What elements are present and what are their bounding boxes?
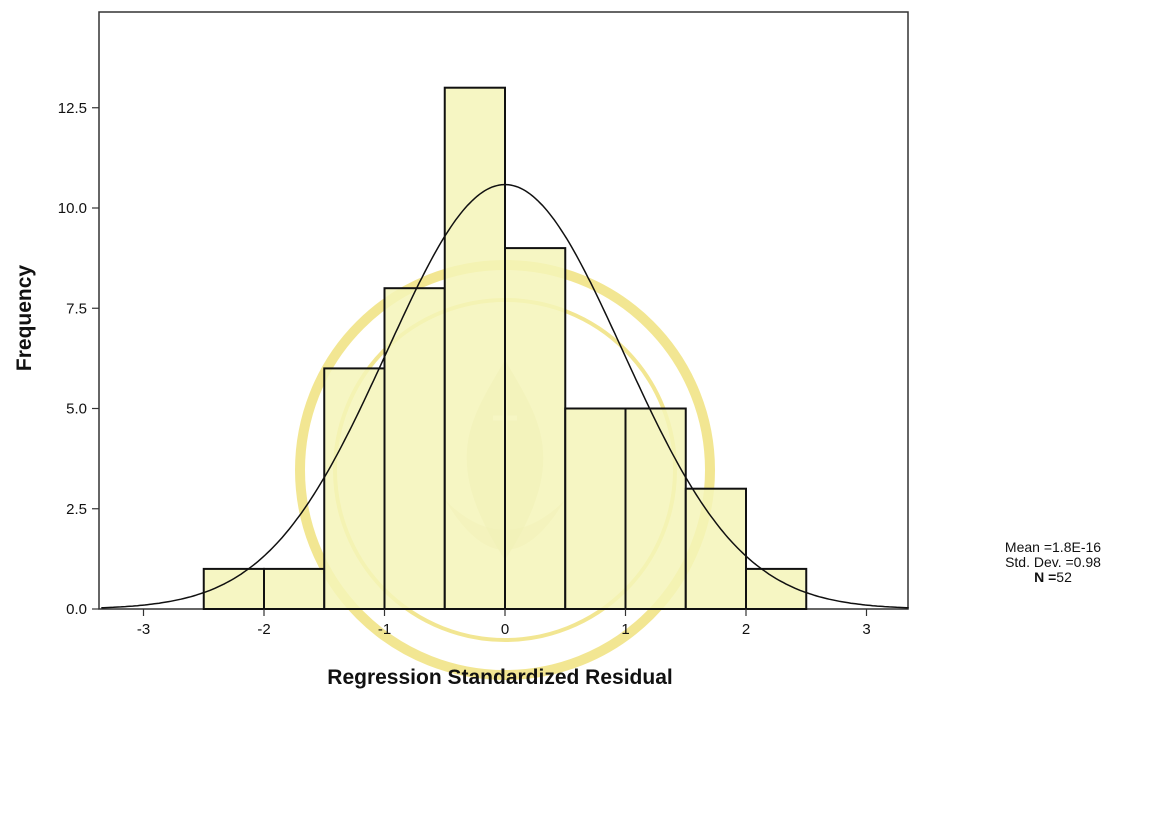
mean-stat: Mean =1.8E-16: [1004, 539, 1102, 555]
x-tick-label: 2: [742, 621, 750, 638]
x-tick-label: -1: [378, 621, 391, 638]
histogram-bar: [383, 287, 446, 610]
n-stat: N =52: [1034, 569, 1072, 585]
histogram-bar: [624, 407, 687, 610]
y-tick-label: 2.5: [66, 501, 87, 518]
x-tick-label: -2: [257, 621, 270, 638]
x-tick-label: 1: [621, 621, 629, 638]
y-tick-label: 0.0: [66, 601, 87, 618]
x-axis-title: Regression Standardized Residual: [327, 666, 672, 689]
histogram-bar: [504, 247, 567, 610]
y-axis-title: Frequency: [13, 265, 36, 372]
histogram-bar: [564, 407, 627, 610]
y-tick-label: 12.5: [58, 100, 87, 117]
histogram-bars: [202, 86, 808, 611]
std-dev-stat: Std. Dev. =0.98: [1005, 554, 1101, 570]
y-axis: 0.0 2.5 5.0 7.5 10.0 12.5: [58, 100, 99, 618]
y-tick-label: 10.0: [58, 200, 87, 217]
x-tick-label: 0: [501, 621, 509, 638]
histogram-bar: [323, 367, 386, 610]
histogram-bar: [684, 487, 747, 611]
y-tick-label: 5.0: [66, 401, 87, 418]
x-axis: -3 -2 -1 0 1 2 3: [137, 609, 871, 638]
y-tick-label: 7.5: [66, 300, 87, 317]
summary-stats: Mean =1.8E-16 Std. Dev. =0.98 N =52: [978, 540, 1128, 585]
x-tick-label: -3: [137, 621, 150, 638]
histogram-bar: [263, 567, 326, 611]
histogram-bar: [443, 86, 506, 610]
normal-curve-line: [101, 183, 909, 609]
x-tick-label: 3: [862, 621, 870, 638]
